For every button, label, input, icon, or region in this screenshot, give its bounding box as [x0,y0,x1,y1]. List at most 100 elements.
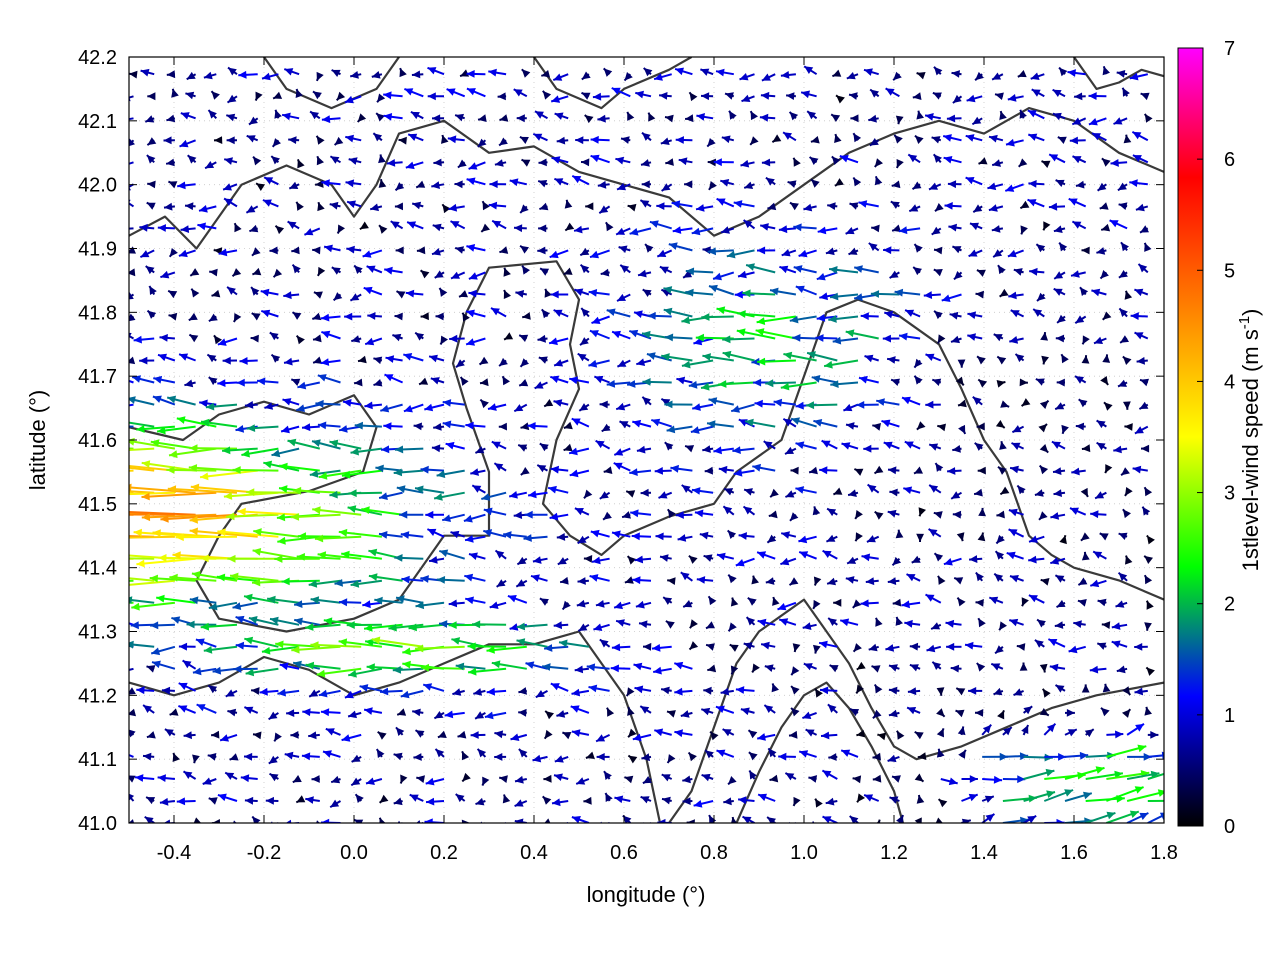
wind-vector-head [768,510,778,519]
wind-vector [176,797,196,806]
wind-vector-head [1039,511,1048,520]
wind-vector-shaft [291,645,341,652]
wind-vector-head [641,753,650,762]
wind-vector-head [751,357,760,366]
wind-vector [345,179,362,188]
wind-vector [277,535,320,545]
wind-vector [926,644,942,653]
wind-vector [233,665,258,673]
wind-vector [856,401,879,409]
wind-vector [259,687,279,696]
wind-vector-head [534,381,544,389]
wind-vector [676,376,693,385]
wind-vector [661,353,693,362]
wind-vector-head [129,729,136,738]
wind-vector-head [636,445,646,454]
wind-vector-head [874,684,883,694]
wind-vector-head [274,555,283,563]
wind-vector-shaft [129,579,175,586]
wind-vector [1032,308,1045,318]
wind-vector-head [120,419,129,427]
wind-vector-head [362,250,372,258]
wind-vector-head [703,686,712,695]
wind-vector-head [520,422,530,431]
wind-vector-head [415,730,425,738]
wind-vector-head [843,403,853,412]
wind-vector [615,402,631,411]
wind-vector-head [373,379,383,387]
wind-vector [611,643,631,652]
wind-vector [290,731,300,739]
wind-vector [268,711,279,721]
wind-vector [418,377,429,386]
wind-vector-head [889,796,899,804]
wind-vector-head [781,249,791,257]
wind-vector-head [373,356,383,365]
wind-vector [747,596,757,606]
wind-vector-head [855,510,863,519]
wind-vector [411,201,424,210]
wind-vector-head [932,92,942,100]
wind-vector [131,601,176,611]
wind-vector-head [909,204,919,212]
wind-vector-head [189,334,199,343]
wind-vector-head [289,181,299,189]
wind-vector-head [720,687,730,696]
wind-vector [856,729,866,738]
wind-vector-head [1020,225,1028,235]
wind-vector [660,686,672,695]
wind-vector [235,641,258,650]
wind-vector [1034,489,1045,497]
wind-vector [285,819,300,823]
wind-vector [144,815,155,823]
wind-vector [405,161,424,170]
wind-vector-shaft [793,822,796,823]
wind-vector [965,176,983,186]
wind-vector-head [831,156,841,165]
wind-vector-head [581,158,590,167]
wind-vector [354,378,363,387]
wind-vector [290,513,341,521]
wind-vector-head [1053,288,1063,296]
wind-vector-head [553,309,563,317]
wind-vector [414,331,425,341]
wind-vector [310,641,362,650]
wind-vector [199,469,258,481]
wind-vector [509,178,528,187]
wind-vector-head [1009,336,1019,344]
wind-vector [245,667,279,677]
wind-vector [588,289,610,297]
wind-vector [321,179,341,187]
wind-vector [590,135,610,144]
wind-vector-head [1028,180,1037,188]
wind-vector [999,486,1010,496]
wind-vector [641,396,652,406]
wind-vector-head [701,92,710,101]
wind-vector-head [208,797,218,805]
wind-vector-head [180,112,190,120]
wind-vector-head [848,247,858,255]
wind-vector-head [315,399,324,408]
wind-vector [408,623,445,632]
wind-vector-head [220,734,229,742]
wind-vector-head [410,111,420,120]
wind-vector-head [730,597,739,607]
wind-vector-head [308,579,318,588]
wind-vector-head [434,493,443,501]
wind-vector-shaft [565,822,569,823]
wind-vector [928,182,942,191]
wind-vector-head [1006,551,1016,560]
wind-vector [431,181,445,189]
wind-vector-head [341,550,350,559]
wind-vector-head [470,468,479,476]
wind-vector [852,643,862,653]
wind-vector-head [957,359,966,368]
wind-vector-head [233,665,242,673]
wind-vector [945,619,962,628]
wind-vector [399,67,407,78]
wind-vector [687,751,697,762]
wind-vector [1092,550,1107,560]
wind-vector-head [581,308,590,317]
wind-vector-head [972,396,982,405]
wind-vector [785,490,797,498]
